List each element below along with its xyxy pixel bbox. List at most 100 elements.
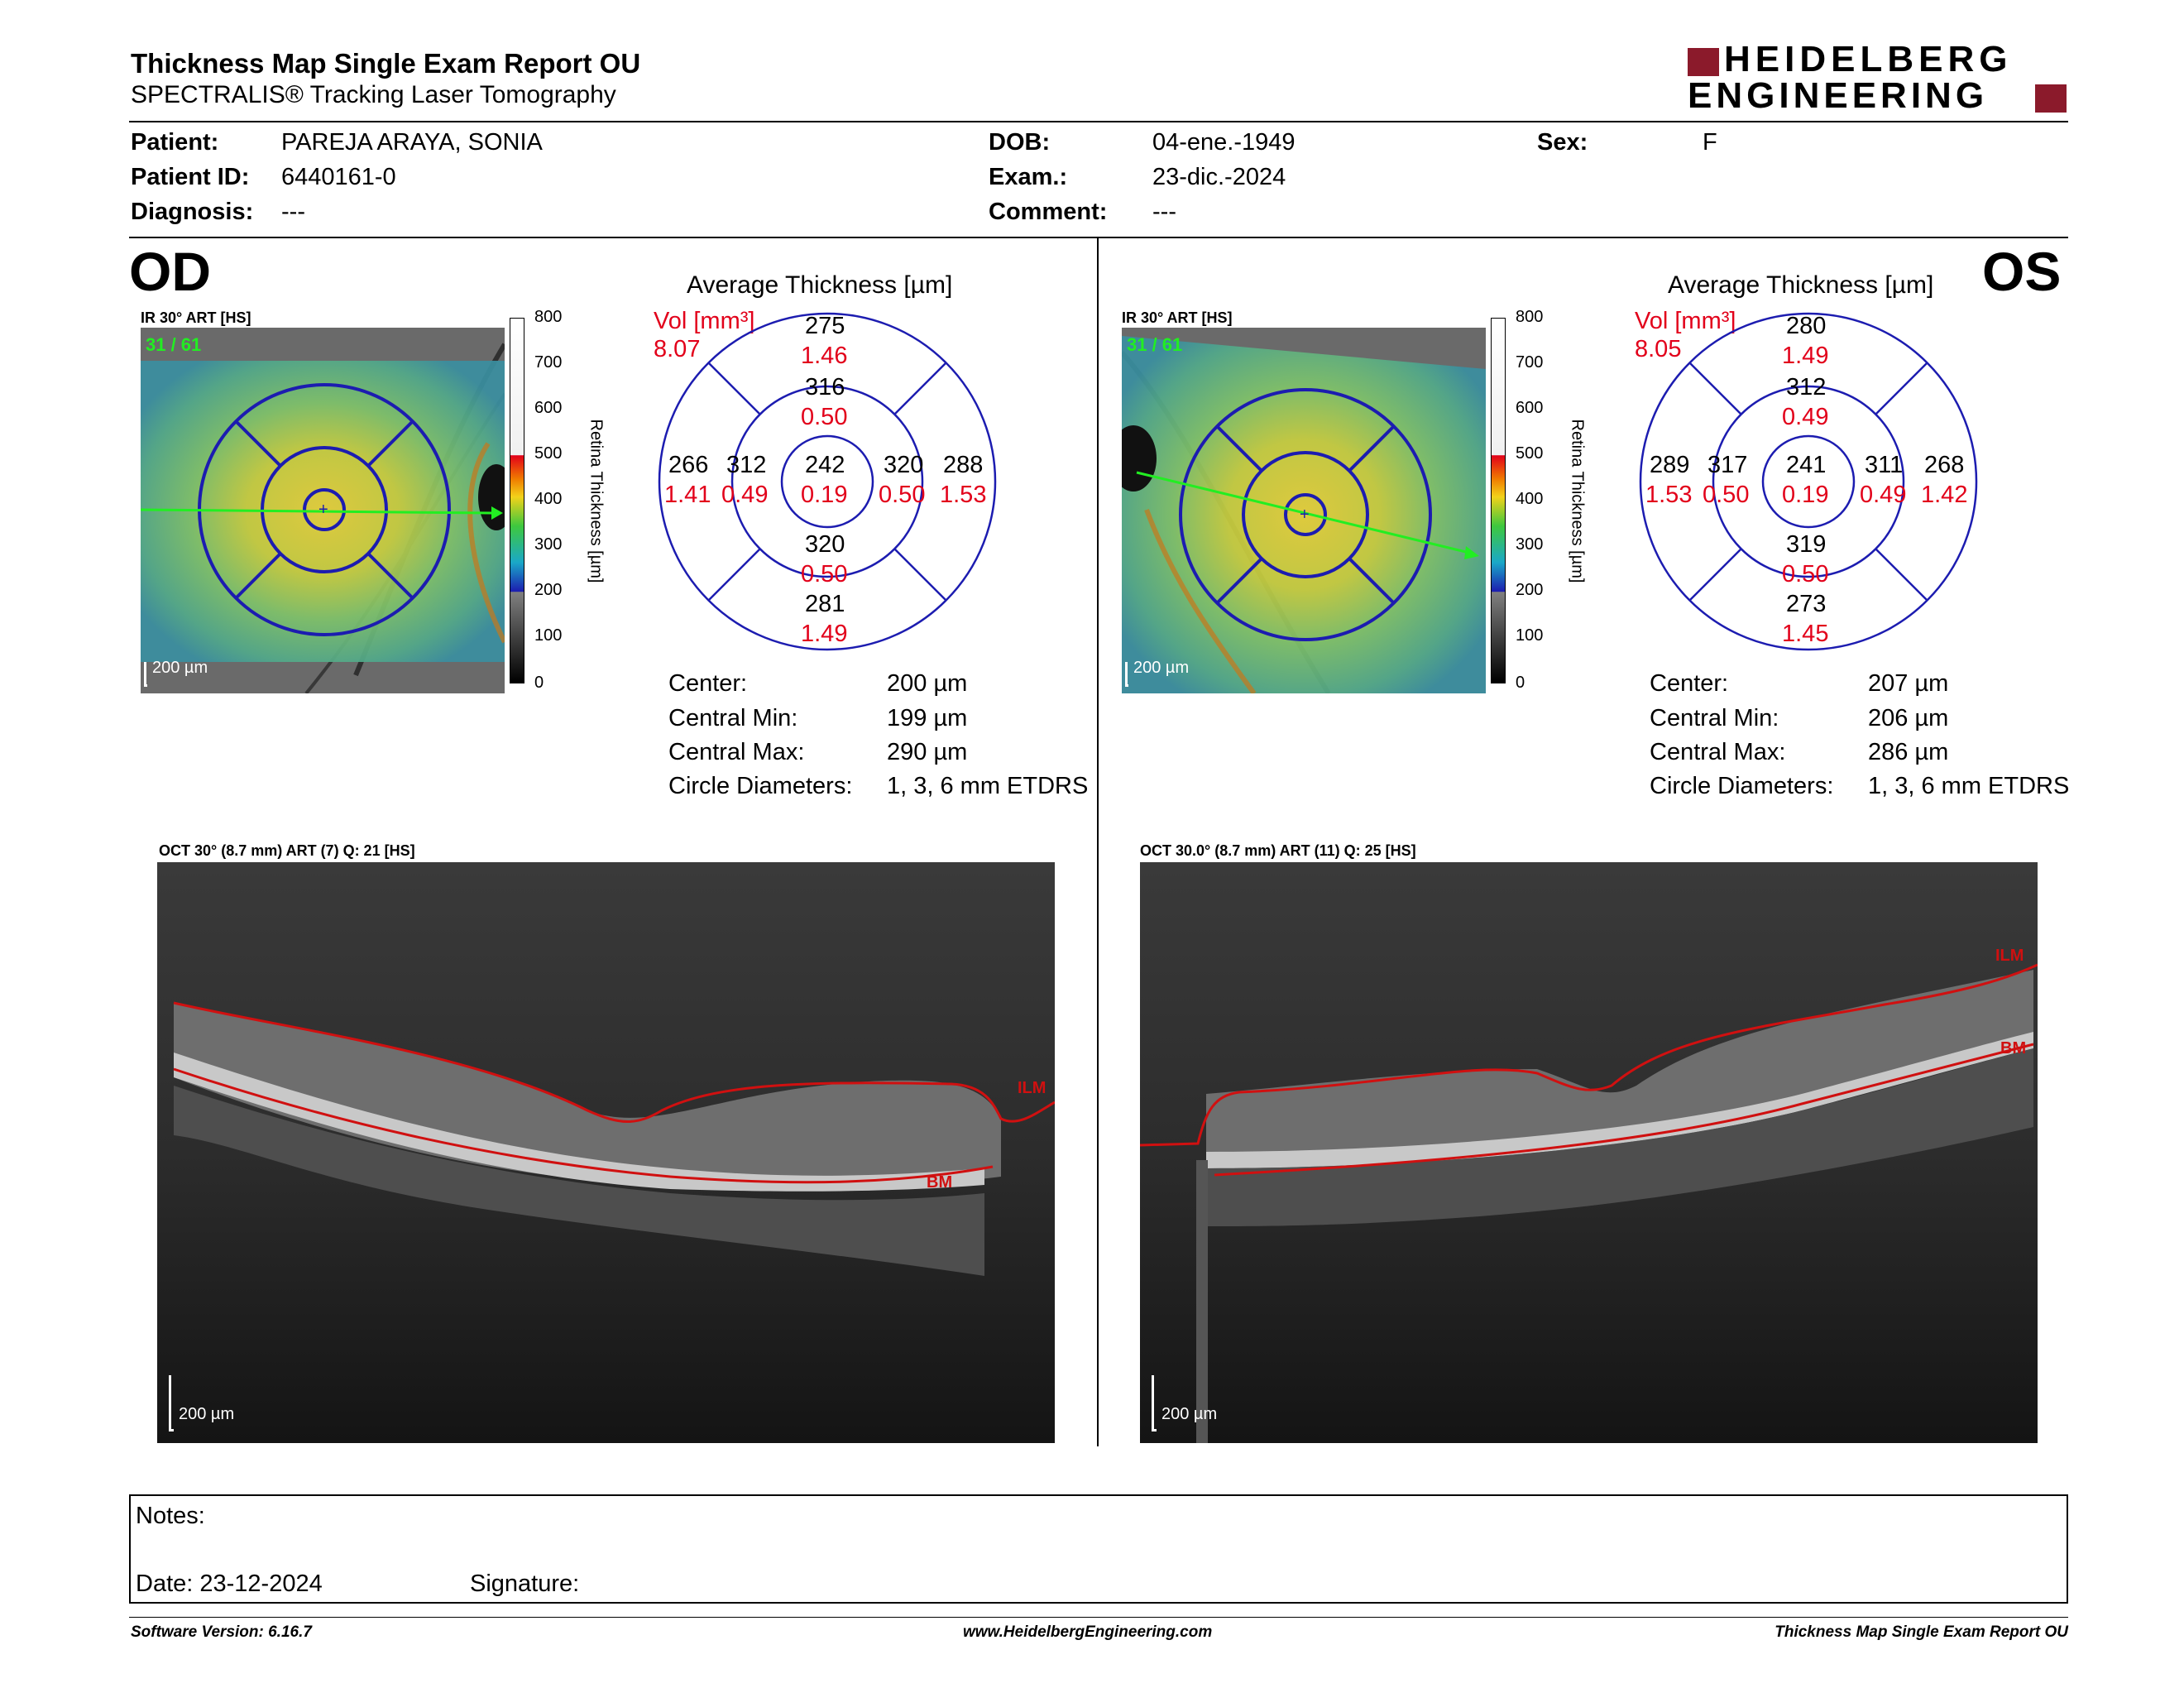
colorbar-label-os: Retina Thickness [µm] [1568, 419, 1587, 583]
ir-overlay-os: 31 / 61 [1127, 334, 1183, 355]
oct-scale-od: 200 µm [179, 1405, 235, 1423]
etdrs-grid-od: + [141, 383, 503, 636]
colorbar-tick: 200 [1516, 581, 1544, 599]
center-divider [1097, 238, 1099, 1446]
patient-label: Patient: [131, 129, 219, 156]
os-inner-inf-volume: 0.50 [1782, 561, 1829, 587]
dob-label: DOB: [989, 129, 1051, 156]
signature-label: Signature: [470, 1571, 580, 1597]
os-inner-inf-thickness: 319 [1786, 531, 1827, 558]
od-outer-right-thickness: 288 [943, 452, 984, 478]
os-center-value: 207 µm [1868, 670, 1949, 697]
logo-square-bottom [2035, 84, 2067, 113]
colorbar-od [510, 318, 524, 683]
oct-scalebar-od [169, 1375, 174, 1431]
ilm-label-od: ILM [1018, 1079, 1046, 1097]
vol-label-od: Vol [mm³] [654, 308, 755, 334]
colorbar-os [1491, 318, 1506, 683]
od-max-label: Central Max: [668, 739, 805, 765]
od-outer-inf-volume: 1.49 [801, 621, 848, 647]
bm-label-os: BM [2000, 1039, 2027, 1057]
logo-text-engineering: ENGINEERING [1688, 75, 1989, 116]
software-version: Software Version: 6.16.7 [131, 1623, 312, 1641]
od-outer-left-volume: 1.41 [664, 482, 711, 508]
etdrs-grid-os: + [1136, 388, 1479, 641]
patient-id: 6440161-0 [281, 164, 396, 190]
os-outer-left-thickness: 289 [1650, 452, 1690, 478]
os-center-label: Center: [1650, 670, 1729, 697]
od-outer-left-thickness: 266 [668, 452, 709, 478]
svg-text:+: + [318, 501, 328, 519]
colorbar-tick: 100 [534, 626, 563, 645]
od-max-value: 290 µm [887, 739, 968, 765]
od-center-label: Center: [668, 670, 748, 697]
dob-value: 04-ene.-1949 [1152, 129, 1296, 156]
diagnosis-label: Diagnosis: [131, 199, 254, 225]
date-label: Date: 23-12-2024 [136, 1571, 323, 1597]
oct-scale-os: 200 µm [1161, 1405, 1218, 1423]
os-inner-left-thickness: 317 [1707, 452, 1748, 478]
eye-label-od: OD [129, 241, 211, 302]
etdrs-circle-os [1639, 312, 1978, 651]
os-outer-inf-volume: 1.45 [1782, 621, 1829, 647]
colorbar-tick: 100 [1516, 626, 1544, 645]
os-inner-left-volume: 0.50 [1703, 482, 1750, 508]
od-outer-sup-thickness: 275 [805, 313, 845, 339]
od-diam-label: Circle Diameters: [668, 773, 853, 799]
oct-scan-od: ILM BM 200 µm [157, 862, 1055, 1443]
logo-square-top [1688, 48, 1719, 76]
colorbar-tick: 800 [534, 308, 563, 326]
vol-label-os: Vol [mm³] [1635, 308, 1736, 334]
ir-title-os: IR 30° ART [HS] [1122, 309, 1233, 326]
colorbar-tick: 800 [1516, 308, 1544, 326]
ir-scalebar-os [1125, 662, 1128, 687]
colorbar-tick: 300 [1516, 535, 1544, 554]
avg-title-od: Average Thickness [µm] [687, 271, 953, 299]
report-title: Thickness Map Single Exam Report OU [131, 48, 641, 79]
os-inner-right-volume: 0.49 [1860, 482, 1907, 508]
os-diam-value: 1, 3, 6 mm ETDRS [1868, 773, 2070, 799]
os-inner-right-thickness: 311 [1865, 452, 1904, 478]
od-inner-left-volume: 0.49 [721, 482, 769, 508]
colorbar-tick: 600 [534, 399, 563, 417]
od-inner-left-thickness: 312 [726, 452, 767, 478]
os-outer-left-volume: 1.53 [1645, 482, 1693, 508]
footer-report-name: Thickness Map Single Exam Report OU [1774, 1623, 2068, 1641]
od-inner-inf-volume: 0.50 [801, 561, 848, 587]
colorbar-tick: 200 [534, 581, 563, 599]
od-outer-sup-volume: 1.46 [801, 343, 848, 369]
od-min-value: 199 µm [887, 705, 968, 731]
patient-name: PAREJA ARAYA, SONIA [281, 129, 543, 156]
oct-title-os: OCT 30.0° (8.7 mm) ART (11) Q: 25 [HS] [1140, 842, 1416, 859]
colorbar-tick: 700 [1516, 353, 1544, 372]
os-max-label: Central Max: [1650, 739, 1786, 765]
heidelberg-logo: HEIDELBERG ENGINEERING [1688, 41, 2068, 116]
od-center-volume: 0.19 [801, 482, 848, 508]
colorbar-tick: 400 [1516, 490, 1544, 508]
ir-title-od: IR 30° ART [HS] [141, 309, 251, 326]
diagnosis-value: --- [281, 199, 305, 225]
colorbar-tick: 500 [534, 444, 563, 463]
patient-divider [129, 237, 2068, 238]
comment-value: --- [1152, 199, 1176, 225]
exam-label: Exam.: [989, 164, 1068, 190]
colorbar-tick: 300 [534, 535, 563, 554]
ir-scalebar-od [144, 662, 147, 687]
ir-scale-os: 200 µm [1133, 659, 1190, 677]
od-diam-value: 1, 3, 6 mm ETDRS [887, 773, 1089, 799]
ir-scale-od: 200 µm [152, 659, 208, 677]
comment-label: Comment: [989, 199, 1108, 225]
etdrs-circle-od [658, 312, 997, 651]
footer-divider [129, 1617, 2068, 1618]
oct-scan-os: ILM BM 200 µm [1140, 862, 2038, 1443]
os-inner-sup-volume: 0.49 [1782, 404, 1829, 430]
os-center-thickness: 241 [1786, 452, 1827, 478]
colorbar-tick: 0 [1516, 674, 1525, 692]
colorbar-tick: 500 [1516, 444, 1544, 463]
od-outer-right-volume: 1.53 [940, 482, 987, 508]
ilm-label-os: ILM [1995, 947, 2024, 965]
notes-label: Notes: [136, 1503, 205, 1529]
os-inner-sup-thickness: 312 [1786, 374, 1827, 400]
os-max-value: 286 µm [1868, 739, 1949, 765]
os-center-volume: 0.19 [1782, 482, 1829, 508]
